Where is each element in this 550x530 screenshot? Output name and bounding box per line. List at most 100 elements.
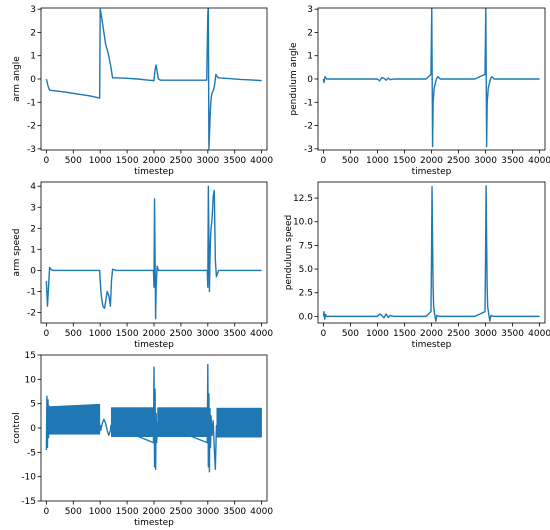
x-tick-label: 3000 [196, 156, 219, 166]
x-tick-label: 1000 [89, 507, 112, 517]
x-tick-label: 0 [44, 507, 50, 517]
series-line [45, 185, 262, 320]
x-tick-label: 0 [44, 156, 50, 166]
x-tick-label: 1500 [116, 507, 139, 517]
y-tick-label: -3 [304, 145, 313, 155]
y-axis-label: arm angle [12, 56, 22, 102]
x-tick-label: 1500 [116, 329, 139, 339]
y-tick-label: 10 [25, 375, 37, 385]
x-tick-label: 4000 [250, 329, 273, 339]
x-tick-label: 500 [65, 329, 82, 339]
y-tick-label: 15 [25, 351, 36, 361]
x-axis-label: timestep [412, 167, 452, 177]
y-tick-label: 10.0 [293, 218, 313, 228]
y-tick-label: 1 [307, 52, 313, 62]
chart-pendulum-angle: 0 500 1000 1500 2000 2500 3000 3500 4000 -3 -2 -1 0 1… [289, 5, 550, 177]
y-axis-label: pendulum angle [289, 42, 299, 116]
y-tick-label: 0 [30, 75, 36, 85]
y-axis-label: arm speed [12, 229, 22, 277]
x-tick-label: 1000 [366, 329, 389, 339]
x-tick-label: 2000 [420, 156, 443, 166]
chart-control: 0 500 1000 1500 2000 2500 3000 3500 4000 -15 -10 -5… [12, 351, 273, 528]
x-tick-label: 1500 [393, 329, 416, 339]
x-tick-label: 2000 [143, 507, 166, 517]
y-tick-label: -5 [27, 448, 36, 458]
series-line [322, 185, 540, 322]
y-tick-label: 1 [30, 52, 36, 62]
x-tick-label: 3500 [501, 156, 524, 166]
y-tick-label: 0 [307, 75, 313, 85]
y-axis-label: control [12, 412, 22, 443]
y-tick-label: -10 [21, 473, 36, 483]
x-tick-label: 0 [44, 329, 50, 339]
x-axis-label: timestep [134, 518, 174, 528]
chart-arm-angle: 0 500 1000 1500 2000 2500 3000 3500 4000 -3 -2 -1 0 1… [12, 5, 273, 177]
y-tick-label: -1 [27, 287, 36, 297]
x-tick-label: 2500 [447, 156, 470, 166]
x-tick-label: 4000 [528, 156, 550, 166]
x-tick-label: 1500 [393, 156, 416, 166]
x-tick-label: 3000 [474, 329, 497, 339]
y-tick-label: 2 [30, 28, 36, 38]
y-tick-label: 2 [30, 224, 36, 234]
x-tick-label: 3500 [223, 329, 246, 339]
x-tick-label: 2500 [169, 156, 192, 166]
y-tick-label: -3 [27, 145, 36, 155]
y-tick-label: -15 [21, 497, 36, 507]
x-tick-label: 1000 [89, 156, 112, 166]
y-tick-label: -1 [27, 98, 36, 108]
x-tick-label: 3000 [196, 329, 219, 339]
series-line [322, 8, 540, 148]
y-tick-label: 0 [30, 266, 36, 276]
x-tick-label: 2000 [420, 329, 443, 339]
chart-arm-speed: 0 500 1000 1500 2000 2500 3000 3500 4000 -2 -1 0 1 2 3… [12, 181, 273, 350]
x-tick-label: 500 [65, 507, 82, 517]
y-tick-label: 7.5 [299, 241, 313, 251]
y-tick-label: 0.0 [299, 312, 314, 322]
chart-pendulum-speed: 0 500 1000 1500 2000 2500 3000 3500 4000 0.0 2.5 5.… [284, 181, 550, 350]
y-tick-label: -2 [304, 122, 313, 132]
x-tick-label: 3000 [196, 507, 219, 517]
x-tick-label: 3500 [501, 329, 524, 339]
y-tick-label: 5.0 [299, 265, 314, 275]
x-tick-label: 4000 [250, 507, 273, 517]
x-tick-label: 2000 [143, 156, 166, 166]
series-line [45, 364, 262, 473]
x-tick-label: 2500 [169, 329, 192, 339]
oscillation-band [216, 407, 262, 438]
x-axis-label: timestep [412, 340, 452, 350]
x-tick-label: 1000 [89, 329, 112, 339]
x-tick-label: 3000 [474, 156, 497, 166]
y-tick-label: 3 [30, 203, 36, 213]
x-tick-label: 500 [65, 156, 82, 166]
x-tick-label: 4000 [528, 329, 550, 339]
series-line [45, 8, 262, 150]
y-tick-label: 3 [30, 5, 36, 15]
y-tick-label: 3 [307, 5, 313, 15]
y-tick-label: 0 [30, 424, 36, 434]
oscillation-band [47, 403, 101, 435]
x-tick-label: 3500 [223, 156, 246, 166]
x-tick-label: 4000 [250, 156, 273, 166]
y-tick-label: 1 [30, 245, 36, 255]
y-tick-label: 4 [30, 182, 36, 192]
x-tick-label: 1000 [366, 156, 389, 166]
y-tick-label: -2 [27, 122, 36, 132]
x-tick-label: 2500 [447, 329, 470, 339]
x-tick-label: 2000 [143, 329, 166, 339]
x-axis-label: timestep [134, 340, 174, 350]
oscillation-band [110, 407, 154, 438]
x-axis-label: timestep [134, 167, 174, 177]
y-tick-label: -1 [304, 98, 313, 108]
x-tick-label: 500 [342, 329, 359, 339]
y-axis-label: pendulum speed [284, 215, 294, 290]
y-tick-label: -2 [27, 308, 36, 318]
x-tick-label: 3500 [223, 507, 246, 517]
x-tick-label: 500 [342, 156, 359, 166]
x-tick-label: 0 [321, 329, 327, 339]
y-tick-label: 2.5 [299, 289, 313, 299]
x-tick-label: 0 [321, 156, 327, 166]
y-tick-label: 12.5 [293, 194, 313, 204]
y-tick-label: 5 [30, 400, 36, 410]
